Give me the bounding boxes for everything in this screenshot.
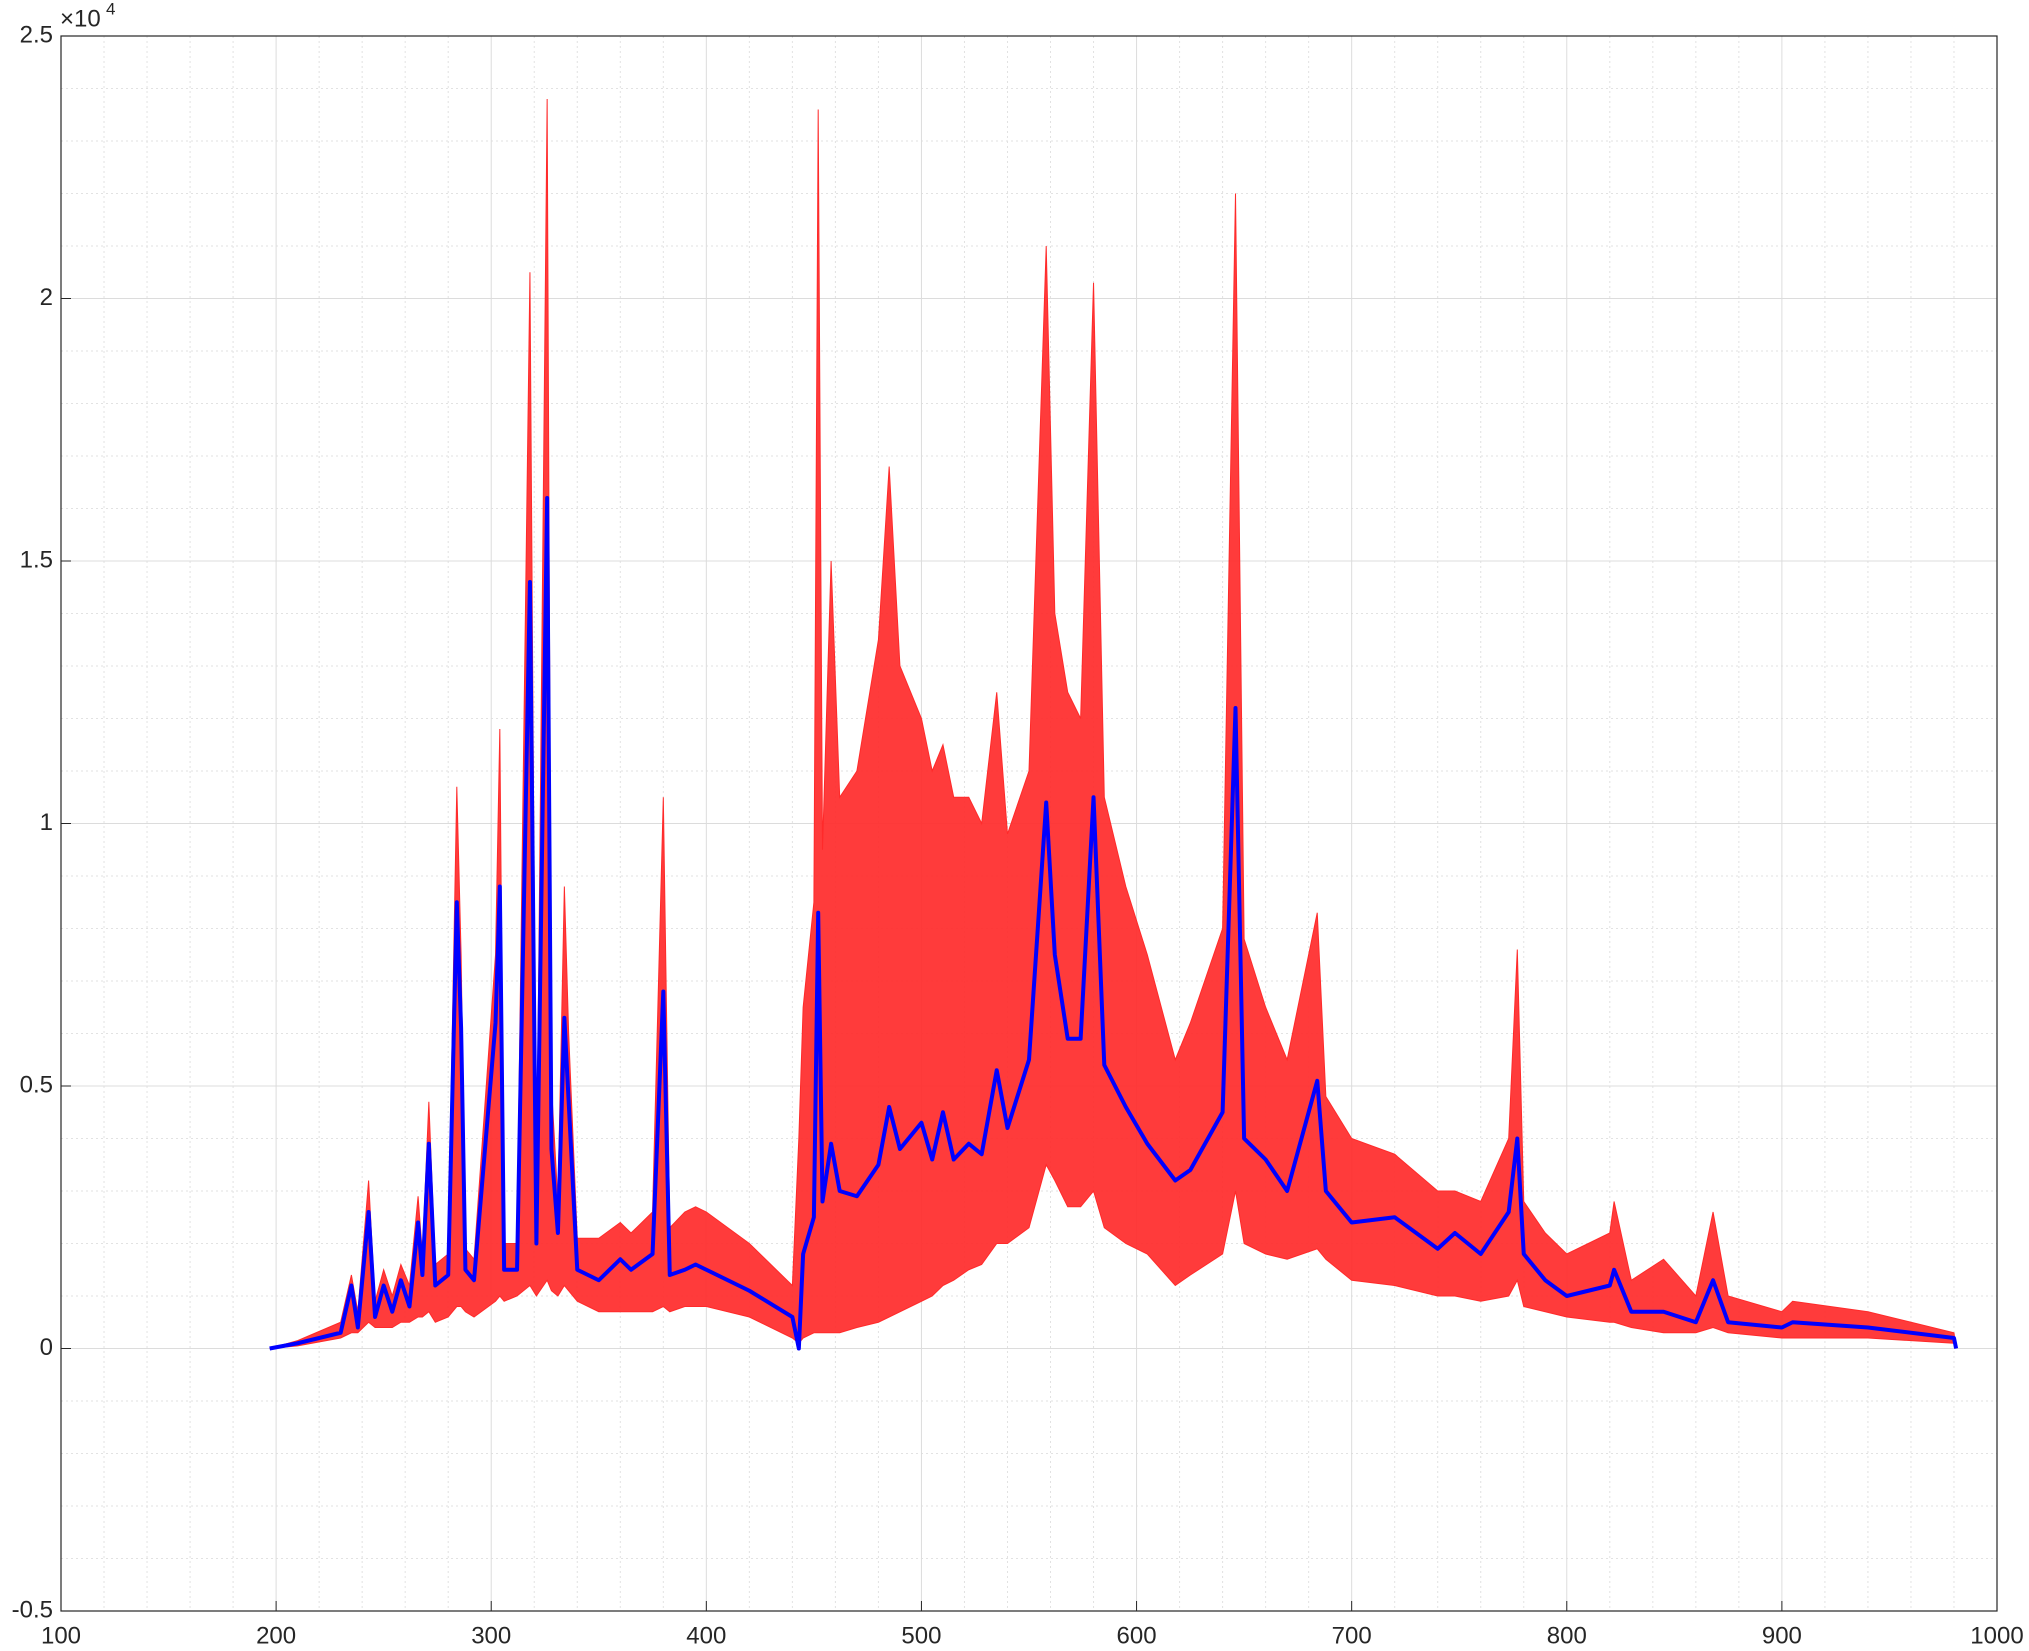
y-tick-label: 2.5 — [20, 21, 53, 48]
x-tick-label: 200 — [256, 1622, 296, 1649]
y-tick-label: 2 — [40, 284, 53, 311]
y-tick-label: 0 — [40, 1334, 53, 1361]
x-tick-label: 300 — [471, 1622, 511, 1649]
x-tick-label: 400 — [686, 1622, 726, 1649]
y-multiplier-exponent: 4 — [106, 0, 115, 18]
y-tick-label: -0.5 — [12, 1596, 53, 1623]
mean-line — [269, 496, 1959, 1351]
y-tick-label: 1.5 — [20, 546, 53, 573]
y-tick-label: 0.5 — [20, 1071, 53, 1098]
x-tick-label: 900 — [1762, 1622, 1802, 1649]
x-tick-label: 800 — [1547, 1622, 1587, 1649]
range-band — [269, 98, 1957, 1349]
x-tick-label: 100 — [41, 1622, 81, 1649]
x-tick-label: 700 — [1332, 1622, 1372, 1649]
y-tick-label: 1 — [40, 809, 53, 836]
x-tick-label: 500 — [901, 1622, 941, 1649]
x-tick-label: 600 — [1117, 1622, 1157, 1649]
y-multiplier-base: ×10 — [60, 5, 101, 32]
axes-box — [60, 35, 1998, 1612]
x-tick-label: 1000 — [1970, 1622, 2023, 1649]
